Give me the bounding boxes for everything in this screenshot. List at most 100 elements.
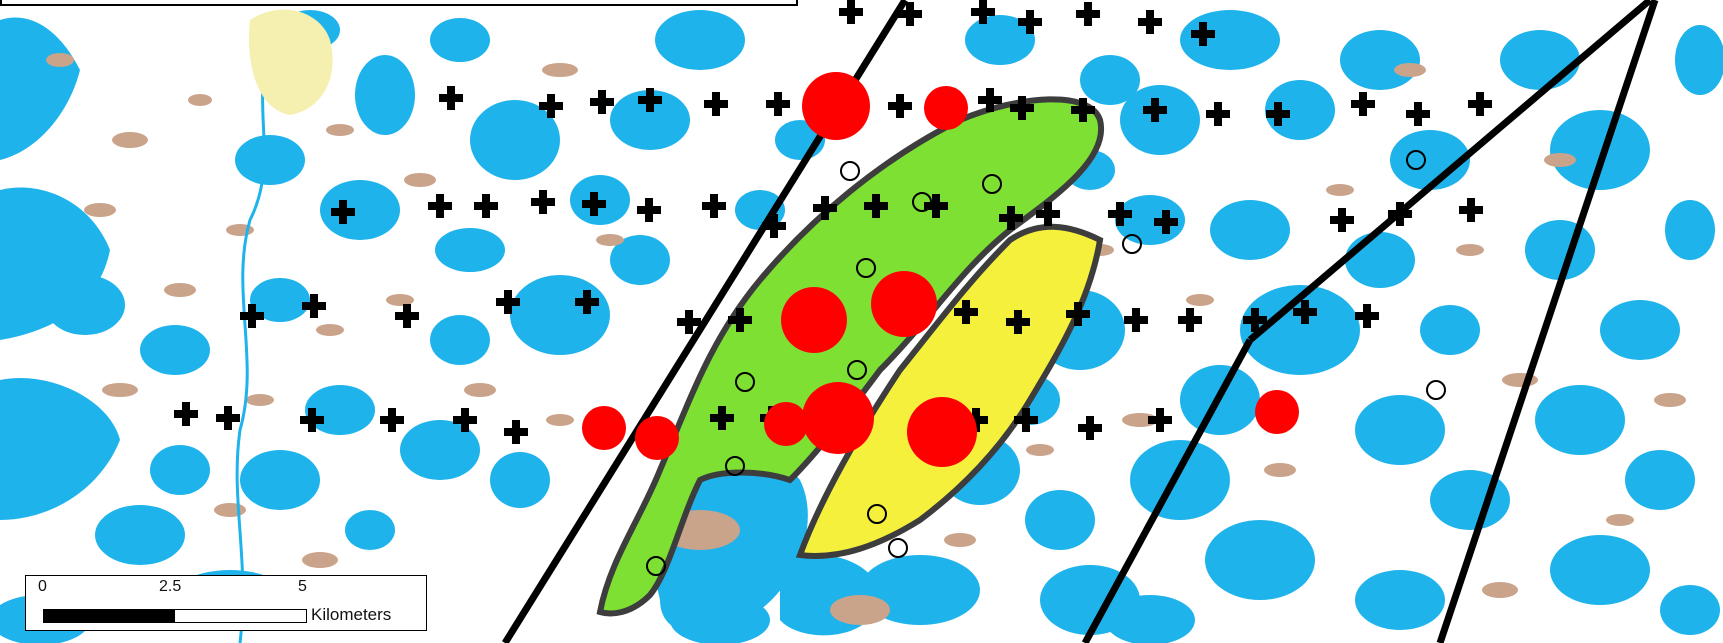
open-circle-icon[interactable] — [840, 161, 860, 181]
plus-icon[interactable] — [864, 194, 888, 218]
plus-icon[interactable] — [1330, 208, 1354, 232]
plus-icon[interactable] — [302, 294, 326, 318]
legend-strip — [0, 0, 798, 6]
plus-icon[interactable] — [428, 194, 452, 218]
plus-icon[interactable] — [1014, 408, 1038, 432]
plus-icon[interactable] — [380, 408, 404, 432]
plus-icon[interactable] — [677, 310, 701, 334]
red-circle-icon[interactable] — [907, 397, 977, 467]
plus-icon[interactable] — [702, 194, 726, 218]
plus-icon[interactable] — [1468, 92, 1492, 116]
plus-icon[interactable] — [496, 290, 520, 314]
scale-tick-0: 0 — [38, 578, 47, 595]
plus-icon[interactable] — [1006, 310, 1030, 334]
plus-icon[interactable] — [1459, 198, 1483, 222]
red-circle-icon[interactable] — [1255, 390, 1299, 434]
plus-icon[interactable] — [1266, 102, 1290, 126]
red-circle-icon[interactable] — [764, 402, 808, 446]
plus-icon[interactable] — [971, 0, 995, 24]
green-zone[interactable] — [596, 96, 1105, 617]
plus-icon[interactable] — [1243, 308, 1267, 332]
open-circle-icon[interactable] — [912, 192, 932, 212]
plus-icon[interactable] — [240, 304, 264, 328]
plus-icon[interactable] — [531, 190, 555, 214]
plus-icon[interactable] — [1010, 96, 1034, 120]
plus-icon[interactable] — [813, 196, 837, 220]
plus-icon[interactable] — [898, 2, 922, 26]
plus-icon[interactable] — [1178, 308, 1202, 332]
open-circle-icon[interactable] — [1122, 234, 1142, 254]
plus-icon[interactable] — [439, 86, 463, 110]
plus-icon[interactable] — [888, 94, 912, 118]
plus-icon[interactable] — [710, 406, 734, 430]
red-circle-icon[interactable] — [802, 382, 874, 454]
plus-icon[interactable] — [300, 408, 324, 432]
plus-icon[interactable] — [1124, 308, 1148, 332]
red-circle-icon[interactable] — [924, 86, 968, 130]
scale-segment-black — [44, 610, 175, 622]
plus-icon[interactable] — [582, 192, 606, 216]
plus-icon[interactable] — [762, 214, 786, 238]
plus-icon[interactable] — [1388, 202, 1412, 226]
open-circle-icon[interactable] — [888, 538, 908, 558]
open-circle-icon[interactable] — [1426, 380, 1446, 400]
plus-icon[interactable] — [575, 290, 599, 314]
plus-icon[interactable] — [1138, 10, 1162, 34]
plus-icon[interactable] — [978, 88, 1002, 112]
plus-icon[interactable] — [954, 300, 978, 324]
plus-icon[interactable] — [1206, 102, 1230, 126]
red-circle-icon[interactable] — [635, 416, 679, 460]
plus-icon[interactable] — [1143, 98, 1167, 122]
plus-icon[interactable] — [1148, 408, 1172, 432]
plus-icon[interactable] — [999, 206, 1023, 230]
plus-icon[interactable] — [728, 308, 752, 332]
red-circle-icon-layer — [582, 72, 1299, 467]
plus-icon[interactable] — [1351, 92, 1375, 116]
plus-icon[interactable] — [637, 198, 661, 222]
open-circle-icon[interactable] — [735, 372, 755, 392]
plus-icon[interactable] — [1108, 202, 1132, 226]
open-circle-icon[interactable] — [982, 174, 1002, 194]
plus-icon[interactable] — [474, 194, 498, 218]
red-circle-icon[interactable] — [781, 287, 847, 353]
plus-icon[interactable] — [704, 92, 728, 116]
open-circle-icon[interactable] — [847, 360, 867, 380]
plus-icon[interactable] — [924, 194, 948, 218]
scale-track — [43, 609, 307, 623]
plus-icon[interactable] — [174, 402, 198, 426]
open-circle-icon[interactable] — [646, 556, 666, 576]
red-circle-icon[interactable] — [871, 271, 937, 337]
plus-icon[interactable] — [1036, 202, 1060, 226]
plus-icon[interactable] — [839, 0, 863, 24]
open-circle-icon[interactable] — [856, 258, 876, 278]
open-circle-icon-layer — [646, 150, 1446, 576]
plus-icon[interactable] — [539, 94, 563, 118]
plus-icon[interactable] — [453, 408, 477, 432]
red-circle-icon[interactable] — [802, 72, 870, 140]
plus-icon[interactable] — [1406, 102, 1430, 126]
plus-icon[interactable] — [1066, 302, 1090, 326]
plus-icon[interactable] — [504, 420, 528, 444]
open-circle-icon[interactable] — [725, 456, 745, 476]
plus-icon[interactable] — [1018, 10, 1042, 34]
plus-icon[interactable] — [766, 92, 790, 116]
plus-icon[interactable] — [964, 408, 988, 432]
open-circle-icon[interactable] — [1406, 150, 1426, 170]
plus-icon[interactable] — [1191, 22, 1215, 46]
open-circle-icon[interactable] — [867, 504, 887, 524]
plus-icon[interactable] — [395, 304, 419, 328]
red-circle-icon[interactable] — [582, 406, 626, 450]
plus-icon[interactable] — [331, 200, 355, 224]
plus-icon[interactable] — [590, 90, 614, 114]
plus-icon[interactable] — [216, 406, 240, 430]
plus-icon[interactable] — [638, 88, 662, 112]
plus-icon[interactable] — [1293, 300, 1317, 324]
plus-icon[interactable] — [1154, 210, 1178, 234]
plus-icon[interactable] — [1076, 2, 1100, 26]
plus-icon[interactable] — [1071, 98, 1095, 122]
plus-icon[interactable] — [1078, 416, 1102, 440]
yellow-zone[interactable] — [795, 223, 1104, 559]
plus-icon[interactable] — [1355, 304, 1379, 328]
